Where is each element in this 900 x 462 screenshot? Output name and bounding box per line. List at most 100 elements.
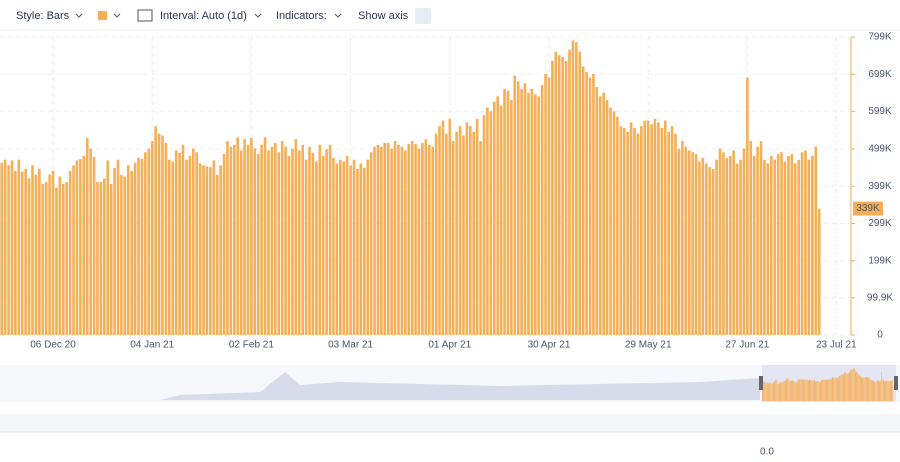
bar bbox=[466, 122, 469, 335]
bar bbox=[134, 163, 137, 335]
bar bbox=[780, 152, 783, 335]
bar bbox=[55, 188, 58, 335]
bar bbox=[756, 147, 759, 335]
bar bbox=[490, 111, 493, 335]
bar bbox=[4, 160, 7, 335]
bar bbox=[558, 55, 561, 335]
bar bbox=[435, 134, 438, 335]
bar bbox=[808, 160, 811, 335]
bar bbox=[284, 147, 287, 335]
bar bbox=[664, 121, 667, 335]
bar bbox=[243, 139, 246, 335]
bar bbox=[185, 160, 188, 335]
bar bbox=[192, 149, 195, 335]
bar bbox=[534, 94, 537, 335]
bar bbox=[96, 182, 99, 335]
bar bbox=[702, 158, 705, 335]
bar bbox=[753, 156, 756, 335]
bar bbox=[127, 165, 130, 335]
x-tick-label: 30 Apr 21 bbox=[528, 340, 571, 351]
bar bbox=[373, 147, 376, 335]
bar bbox=[524, 83, 527, 335]
color-selector[interactable] bbox=[98, 11, 107, 20]
y-tick-label: 799K bbox=[868, 32, 892, 43]
x-tick-label: 29 May 21 bbox=[625, 340, 672, 351]
bar bbox=[613, 111, 616, 335]
bar bbox=[161, 135, 164, 335]
bar bbox=[240, 150, 243, 335]
bar bbox=[226, 141, 229, 335]
bar bbox=[431, 147, 434, 335]
bar bbox=[18, 160, 21, 335]
bar bbox=[777, 154, 780, 335]
bar bbox=[787, 156, 790, 335]
bar bbox=[425, 139, 428, 335]
bar bbox=[671, 126, 674, 335]
bar bbox=[551, 61, 554, 335]
bar bbox=[445, 134, 448, 335]
bar bbox=[589, 78, 592, 335]
bar bbox=[38, 169, 41, 335]
bar bbox=[616, 117, 619, 335]
bar bbox=[35, 175, 38, 335]
bar bbox=[537, 96, 540, 335]
bar bbox=[572, 40, 575, 335]
bar bbox=[455, 132, 458, 335]
navigator-handle[interactable] bbox=[759, 376, 763, 390]
bar bbox=[230, 147, 233, 335]
bar bbox=[760, 141, 763, 335]
bar bbox=[715, 160, 718, 335]
bar bbox=[130, 171, 133, 335]
bar bbox=[11, 160, 14, 335]
bar bbox=[472, 132, 475, 335]
bar bbox=[510, 100, 513, 335]
indicators-selector[interactable]: Indicators: bbox=[276, 10, 327, 22]
bar bbox=[137, 158, 140, 335]
bar bbox=[360, 163, 363, 335]
bar bbox=[801, 152, 804, 335]
y-tick-label: 199K bbox=[868, 255, 892, 266]
bar bbox=[305, 160, 308, 335]
bar bbox=[428, 145, 431, 335]
bar bbox=[366, 160, 369, 335]
bar bbox=[592, 74, 595, 335]
x-tick-label: 04 Jan 21 bbox=[130, 340, 174, 351]
bar bbox=[746, 78, 749, 335]
bar bbox=[21, 172, 24, 335]
navigator-handle[interactable] bbox=[894, 376, 898, 390]
bar bbox=[493, 102, 496, 335]
bar bbox=[288, 156, 291, 335]
show-axis-checkbox[interactable] bbox=[415, 8, 431, 24]
bar bbox=[298, 150, 301, 335]
bar bbox=[469, 126, 472, 335]
interval-selector[interactable]: Interval: Auto (1d) bbox=[160, 10, 247, 22]
bar bbox=[219, 165, 222, 335]
bar bbox=[199, 163, 202, 335]
bar bbox=[688, 150, 691, 335]
bar bbox=[120, 175, 123, 335]
bar bbox=[620, 126, 623, 335]
bar bbox=[500, 106, 503, 335]
bar bbox=[349, 165, 352, 335]
show-axis-label: Show axis bbox=[358, 10, 409, 22]
bar bbox=[14, 171, 17, 335]
bar bbox=[732, 150, 735, 335]
bar bbox=[681, 141, 684, 335]
bar bbox=[86, 138, 89, 335]
bar bbox=[565, 61, 568, 335]
bar bbox=[811, 156, 814, 335]
bar bbox=[804, 150, 807, 335]
bar bbox=[89, 149, 92, 335]
bar bbox=[124, 176, 127, 335]
bar bbox=[794, 163, 797, 335]
scrollbar[interactable] bbox=[0, 414, 900, 432]
bar bbox=[770, 156, 773, 335]
bar bbox=[736, 163, 739, 335]
bar bbox=[394, 141, 397, 335]
bar bbox=[517, 81, 520, 335]
bar bbox=[640, 126, 643, 335]
bar bbox=[459, 126, 462, 335]
style-selector[interactable]: Style: Bars bbox=[16, 10, 70, 22]
bar bbox=[250, 138, 253, 335]
